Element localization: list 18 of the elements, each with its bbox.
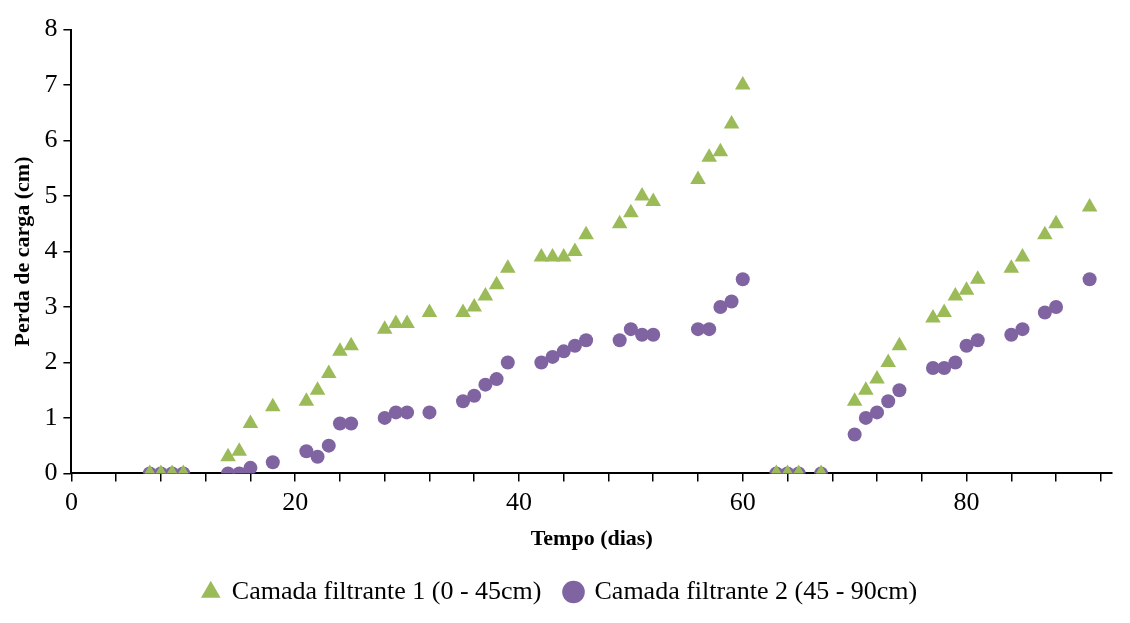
x-tick-label: 20 — [282, 486, 309, 516]
y-tick-label: 8 — [44, 13, 58, 43]
y-tick-label: 4 — [44, 235, 58, 265]
y-tick-label: 6 — [44, 124, 58, 154]
y-tick-label: 7 — [44, 68, 58, 98]
y-tick-label: 0 — [44, 457, 58, 487]
y-tick-label: 5 — [44, 179, 58, 209]
y-axis-title: Perda de carga (cm) — [8, 156, 34, 347]
x-tick-label: 60 — [729, 486, 756, 516]
x-tick-label: 40 — [505, 486, 532, 516]
x-axis-title: Tempo (dias) — [530, 525, 653, 551]
x-tick-label: 0 — [64, 486, 78, 516]
x-tick-label: 80 — [953, 486, 980, 516]
legend-label: Camada filtrante 2 (45 - 90cm) — [594, 575, 918, 605]
legend-label: Camada filtrante 1 (0 - 45cm) — [231, 575, 542, 605]
y-tick-label: 3 — [44, 290, 58, 320]
y-tick-label: 1 — [44, 401, 58, 431]
y-tick-label: 2 — [44, 346, 58, 376]
